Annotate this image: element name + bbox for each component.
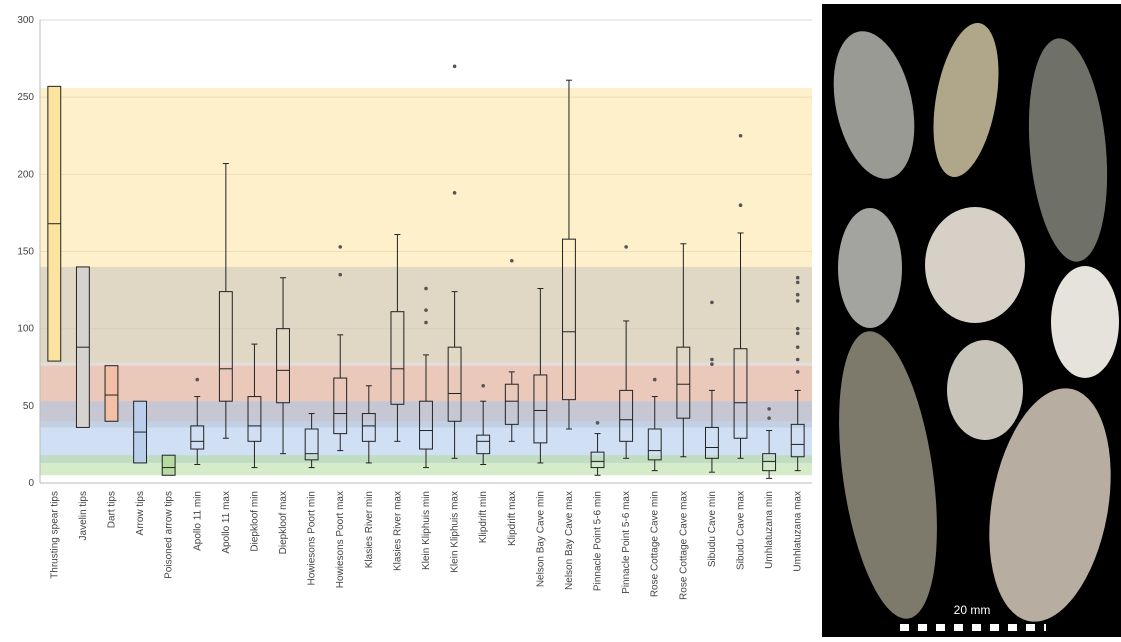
y-tick-label: 250	[17, 92, 34, 103]
outlier	[338, 245, 342, 249]
x-tick-label: Arrow tips	[135, 491, 146, 535]
y-tick-label: 150	[17, 247, 34, 258]
x-tick-label: Klein Kliphuis min	[421, 491, 432, 570]
outlier	[796, 327, 800, 331]
x-tick-label: Pinnacle Point 5-6 min	[593, 491, 604, 591]
figure: 20 mm 0 50 100 150 200 250 300 Thrusting spear …	[0, 0, 1121, 637]
outlier	[710, 362, 714, 366]
outlier	[510, 259, 514, 263]
scale-label: 20 mm	[954, 603, 991, 617]
outlier	[796, 281, 800, 285]
x-tick-label: Apollo 11 max	[221, 491, 232, 554]
artifact	[838, 208, 902, 328]
x-tick-label: Nelson Bay Cave min	[535, 491, 546, 587]
outlier	[596, 421, 600, 425]
outlier	[796, 299, 800, 303]
y-tick-label: 0	[28, 478, 34, 489]
outlier	[739, 134, 743, 138]
outlier	[453, 191, 457, 195]
x-tick-label: Klipdrift min	[478, 491, 489, 543]
y-tick-label: 200	[17, 169, 34, 180]
outlier	[796, 331, 800, 335]
outlier	[767, 416, 771, 420]
artifact	[1051, 266, 1119, 378]
x-tick-label: Umhlatuzana min	[764, 491, 775, 569]
x-tick-label: Klasies River max	[392, 491, 403, 571]
x-tick-label: Poisoned arrow tips	[164, 491, 175, 579]
x-tick-label: Klipdrift max	[507, 491, 518, 546]
y-tick-label: 50	[23, 401, 35, 412]
outlier	[710, 301, 714, 305]
x-tick-label: Apollo 11 min	[192, 491, 203, 551]
y-tick-label: 300	[17, 15, 34, 26]
x-tick-label: Diepkloof min	[249, 491, 260, 552]
x-tick-label: Sibudu Cave max	[736, 491, 747, 570]
outlier	[653, 378, 657, 382]
outlier	[338, 273, 342, 277]
outlier	[453, 65, 457, 69]
x-tick-label: Rose Cottage Cave min	[650, 491, 661, 597]
outlier	[796, 370, 800, 374]
outlier	[624, 245, 628, 249]
x-tick-label: Thrusting spear tips	[49, 491, 60, 579]
box	[105, 366, 118, 422]
x-tick-label: Nelson Bay Cave max	[564, 491, 575, 590]
x-tick-label: Umhlatuzana max	[793, 491, 804, 572]
outlier	[424, 287, 428, 291]
x-tick-label: Howiesons Poort min	[307, 491, 318, 585]
outlier	[796, 358, 800, 362]
outlier	[195, 378, 199, 382]
x-tick-label: Rose Cottage Cave max	[678, 491, 689, 600]
artifact	[947, 340, 1023, 440]
outlier	[424, 321, 428, 325]
outlier	[739, 203, 743, 207]
outlier	[796, 276, 800, 280]
box	[162, 455, 175, 475]
outlier	[710, 358, 714, 362]
outlier	[481, 384, 485, 388]
scale-bar	[900, 624, 1046, 631]
outlier	[424, 308, 428, 312]
page: 20 mm 0 50 100 150 200 250 300 Thrusting spear …	[0, 0, 1121, 642]
outlier	[796, 293, 800, 297]
y-tick-label: 100	[17, 324, 34, 335]
x-tick-label: Klasies River min	[364, 491, 375, 568]
outlier	[796, 345, 800, 349]
x-tick-label: Sibudu Cave min	[707, 491, 718, 567]
x-tick-label: Howiesons Poort max	[335, 491, 346, 588]
x-tick-label: Javelin tips	[78, 491, 89, 540]
x-tick-label: Klein Kliphuis max	[450, 491, 461, 573]
artifact	[925, 207, 1025, 323]
x-tick-label: Diepkloof max	[278, 491, 289, 554]
outlier	[767, 407, 771, 411]
x-tick-label: Pinnacle Point 5-6 max	[621, 491, 632, 594]
x-tick-label: Dart tips	[106, 491, 117, 528]
